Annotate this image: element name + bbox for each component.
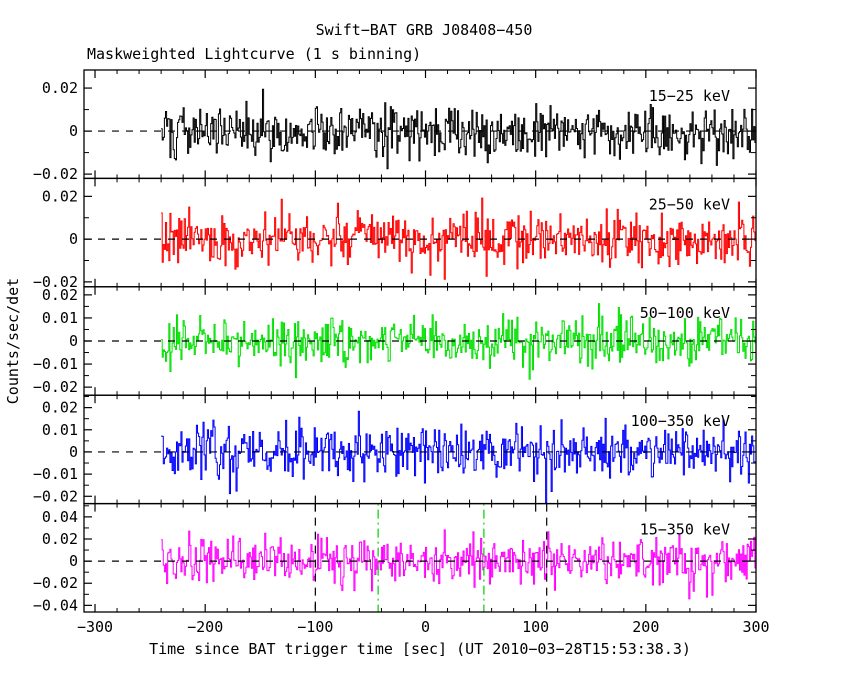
energy-band-label: 100−350 keV xyxy=(631,412,730,430)
y-tick-label: −0.02 xyxy=(33,487,78,505)
lightcurve-trace xyxy=(161,197,756,280)
y-tick-label: −0.02 xyxy=(33,165,78,183)
y-tick-label: 0.02 xyxy=(42,187,78,205)
plot-title: Swift−BAT GRB J08408−450 xyxy=(316,21,533,39)
y-tick-label: 0 xyxy=(69,332,78,350)
y-tick-label: 0.02 xyxy=(42,399,78,417)
tick-marks xyxy=(84,178,757,287)
panel-50-100-keV: 0.02 0.01 0 −0.01 −0.02 50−100 keV xyxy=(33,286,757,396)
y-tick-label: 0.01 xyxy=(42,421,78,439)
x-axis-label: Time since BAT trigger time [sec] (UT 20… xyxy=(149,640,691,658)
y-tick-label: −0.01 xyxy=(33,465,78,483)
x-tick-label: 0 xyxy=(421,618,430,636)
panel-100-350-keV: 0.02 0.01 0 −0.01 −0.02 100−350 keV xyxy=(33,394,757,505)
x-tick-label: 200 xyxy=(632,618,659,636)
x-tick-label: −100 xyxy=(297,618,333,636)
lightcurve-trace xyxy=(161,529,756,600)
lightcurve-trace xyxy=(161,303,756,380)
tick-marks xyxy=(84,395,757,504)
y-tick-label: −0.01 xyxy=(33,355,78,373)
tick-marks xyxy=(84,503,757,612)
y-tick-label: 0.04 xyxy=(42,508,78,526)
x-tick-label: −200 xyxy=(187,618,223,636)
energy-band-label: 25−50 keV xyxy=(649,195,730,213)
tick-marks xyxy=(84,286,757,396)
x-tick-label: 300 xyxy=(742,618,769,636)
x-tick-label: −300 xyxy=(77,618,113,636)
panel-15-25-keV: 0.02 0 −0.02 15−25 keV xyxy=(33,69,757,183)
y-tick-label: −0.02 xyxy=(33,378,78,396)
lightcurve-trace xyxy=(161,88,756,170)
y-tick-label: 0 xyxy=(69,443,78,461)
y-tick-label: −0.04 xyxy=(33,596,78,614)
x-tick-label: 100 xyxy=(522,618,549,636)
y-tick-label: 0.01 xyxy=(42,309,78,327)
y-axis-label: Counts/sec/det xyxy=(4,278,22,404)
energy-band-label: 50−100 keV xyxy=(640,304,730,322)
y-tick-label: 0 xyxy=(69,552,78,570)
energy-band-label: 15−350 keV xyxy=(640,521,730,539)
y-tick-label: 0 xyxy=(69,230,78,248)
energy-band-label: 15−25 keV xyxy=(649,87,730,105)
tick-marks xyxy=(84,70,757,179)
y-tick-label: 0.02 xyxy=(42,530,78,548)
y-tick-label: −0.02 xyxy=(33,574,78,592)
y-tick-label: 0.02 xyxy=(42,79,78,97)
y-tick-label: 0.02 xyxy=(42,286,78,304)
plot-subtitle: Maskweighted Lightcurve (1 s binning) xyxy=(87,45,421,63)
y-tick-label: −0.02 xyxy=(33,273,78,291)
y-tick-label: 0 xyxy=(69,122,78,140)
panel-15-350-keV: 0.04 0.02 0 −0.02 −0.04 15−350 keV xyxy=(33,502,757,614)
panel-25-50-keV: 0.02 0 −0.02 25−50 keV xyxy=(33,177,757,291)
x-tick-labels: −300 −200 −100 0 100 200 300 xyxy=(77,618,770,636)
panel-frame xyxy=(83,502,757,613)
lightcurve-trace xyxy=(161,410,756,504)
